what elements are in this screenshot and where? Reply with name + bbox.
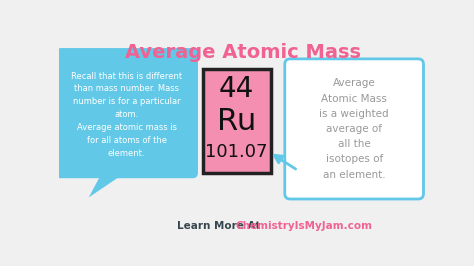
FancyBboxPatch shape	[55, 48, 198, 178]
Text: Ru: Ru	[217, 107, 256, 136]
Text: 101.07: 101.07	[205, 143, 268, 161]
Text: Average Atomic Mass: Average Atomic Mass	[125, 43, 361, 62]
Text: 44: 44	[219, 75, 255, 103]
FancyBboxPatch shape	[285, 59, 423, 199]
Polygon shape	[89, 173, 125, 197]
Text: Learn More At ChemistryIsMyJam.com: Learn More At ChemistryIsMyJam.com	[0, 265, 1, 266]
FancyBboxPatch shape	[202, 69, 271, 173]
Text: ChemistryIsMyJam.com: ChemistryIsMyJam.com	[0, 265, 1, 266]
Text: Recall that this is different
than mass number. Mass
number is for a particular
: Recall that this is different than mass …	[71, 72, 182, 158]
Text: Average
Atomic Mass
is a weighted
average of
all the
isotopes of
an element.: Average Atomic Mass is a weighted averag…	[319, 78, 389, 180]
Text: Learn More At: Learn More At	[177, 221, 261, 231]
Text: ChemistryIsMyJam.com: ChemistryIsMyJam.com	[236, 221, 373, 231]
